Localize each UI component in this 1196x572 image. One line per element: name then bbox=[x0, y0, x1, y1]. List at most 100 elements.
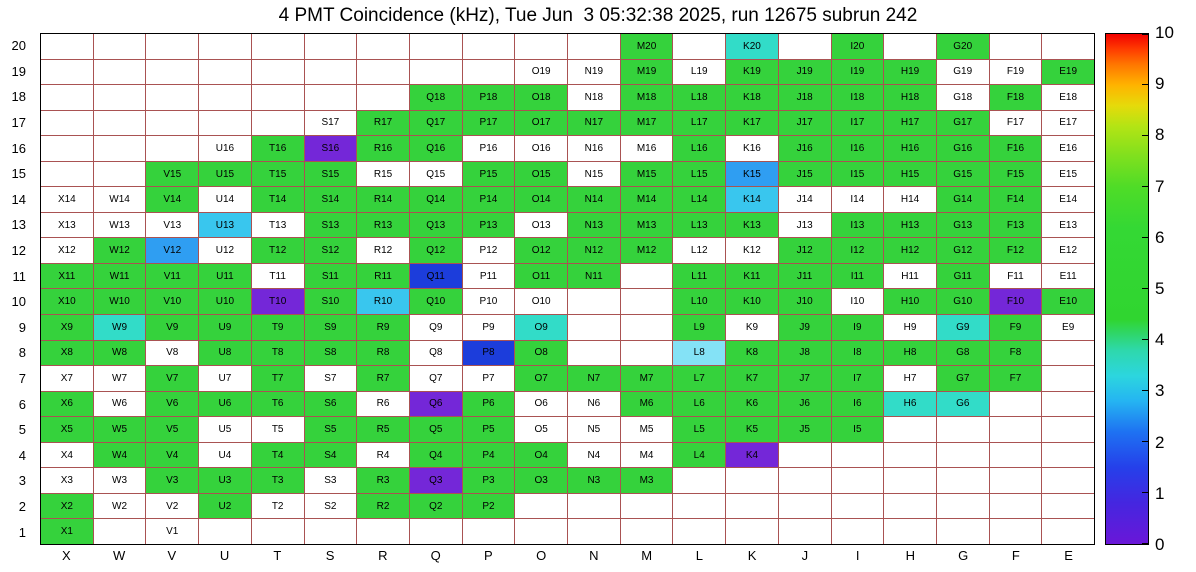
heatmap-cell: X3 bbox=[41, 468, 93, 493]
heatmap-cell: T2 bbox=[251, 493, 304, 519]
heatmap-cell: G18 bbox=[936, 85, 989, 110]
y-axis-label: 5 bbox=[18, 422, 26, 438]
heatmap-cell: U9 bbox=[199, 315, 251, 340]
heatmap-cell bbox=[146, 136, 199, 161]
heatmap-cell: F18 bbox=[989, 85, 1042, 110]
heatmap-cell: U11 bbox=[199, 263, 251, 289]
heatmap-grid: M20 K20 I20 G20 O19 N19 M19 L19 K19 J19 I19 H19 G19 F… bbox=[40, 33, 1095, 545]
heatmap-cell bbox=[409, 34, 462, 59]
heatmap-cell bbox=[251, 519, 304, 544]
heatmap-cell: O13 bbox=[515, 212, 567, 238]
heatmap-cell: S12 bbox=[304, 238, 357, 263]
heatmap-cell bbox=[199, 519, 251, 544]
heatmap-cell: S2 bbox=[304, 493, 357, 519]
heatmap-cell: V2 bbox=[146, 493, 199, 519]
y-axis-labels: 20 19 18 17 16 15 14 13 12 11 10 9 8 7 6 5 4 3 2 1 bbox=[0, 33, 34, 545]
heatmap-cell: Q4 bbox=[409, 442, 462, 468]
heatmap-cell bbox=[462, 34, 515, 59]
y-axis-label: 3 bbox=[18, 473, 26, 489]
heatmap-cell: V12 bbox=[146, 238, 199, 263]
heatmap-cell: K11 bbox=[726, 263, 778, 289]
heatmap-cell bbox=[304, 34, 357, 59]
heatmap-cell bbox=[778, 493, 831, 519]
heatmap-cell bbox=[778, 442, 831, 468]
heatmap-cell: U10 bbox=[199, 289, 251, 315]
colorbar-tick-mark bbox=[1142, 237, 1148, 238]
heatmap-cell: K6 bbox=[726, 391, 778, 417]
heatmap-cell: M15 bbox=[620, 161, 673, 187]
y-axis-label: 9 bbox=[18, 319, 26, 335]
heatmap-cell: T14 bbox=[251, 187, 304, 212]
heatmap-cell bbox=[620, 340, 673, 366]
heatmap-cell bbox=[673, 34, 726, 59]
heatmap-cell: T5 bbox=[251, 417, 304, 442]
y-axis-label: 12 bbox=[11, 243, 26, 259]
heatmap-cell: J6 bbox=[778, 391, 831, 417]
heatmap-cell: H13 bbox=[884, 212, 936, 238]
heatmap-cell: O3 bbox=[515, 468, 567, 493]
heatmap-cell: H10 bbox=[884, 289, 936, 315]
heatmap-cell: X7 bbox=[41, 366, 93, 391]
x-axis-label: N bbox=[589, 548, 599, 563]
y-axis-label: 15 bbox=[11, 166, 26, 182]
heatmap-cell: Q12 bbox=[409, 238, 462, 263]
heatmap-cell: K7 bbox=[726, 366, 778, 391]
heatmap-cell: Q18 bbox=[409, 85, 462, 110]
heatmap-cell: P6 bbox=[462, 391, 515, 417]
heatmap-cell: L10 bbox=[673, 289, 726, 315]
heatmap-cell: R8 bbox=[357, 340, 409, 366]
heatmap-cell bbox=[936, 468, 989, 493]
heatmap-cell: I13 bbox=[831, 212, 884, 238]
heatmap-cell bbox=[146, 34, 199, 59]
heatmap-cell bbox=[884, 468, 936, 493]
heatmap-cell: L4 bbox=[673, 442, 726, 468]
heatmap-cell: O17 bbox=[515, 110, 567, 136]
x-axis-label: L bbox=[695, 548, 703, 563]
heatmap-cell: N5 bbox=[568, 417, 620, 442]
y-axis-label: 8 bbox=[18, 345, 26, 361]
heatmap-cell: N3 bbox=[568, 468, 620, 493]
heatmap-cell: F15 bbox=[989, 161, 1042, 187]
heatmap-cell bbox=[1042, 340, 1094, 366]
heatmap-cell: W10 bbox=[93, 289, 146, 315]
heatmap-cell bbox=[199, 59, 251, 85]
heatmap-cell bbox=[778, 519, 831, 544]
heatmap-cell: N13 bbox=[568, 212, 620, 238]
heatmap-cell: T15 bbox=[251, 161, 304, 187]
heatmap-cell bbox=[41, 136, 93, 161]
heatmap-cell: P15 bbox=[462, 161, 515, 187]
heatmap-cell: K17 bbox=[726, 110, 778, 136]
heatmap-cell bbox=[884, 493, 936, 519]
x-axis-label: O bbox=[536, 548, 547, 563]
heatmap-cell bbox=[1042, 442, 1094, 468]
heatmap-cell: E12 bbox=[1042, 238, 1094, 263]
heatmap-cell: Q16 bbox=[409, 136, 462, 161]
heatmap-cell: L12 bbox=[673, 238, 726, 263]
heatmap-cell: Q6 bbox=[409, 391, 462, 417]
heatmap-cell: J14 bbox=[778, 187, 831, 212]
heatmap-cell: W4 bbox=[93, 442, 146, 468]
y-axis-label: 20 bbox=[11, 38, 26, 54]
heatmap-cell bbox=[989, 519, 1042, 544]
heatmap-cell: I18 bbox=[831, 85, 884, 110]
heatmap-cell bbox=[409, 59, 462, 85]
heatmap-cell: R14 bbox=[357, 187, 409, 212]
heatmap-cell: O14 bbox=[515, 187, 567, 212]
heatmap-cell bbox=[515, 493, 567, 519]
heatmap-cell: V4 bbox=[146, 442, 199, 468]
heatmap-cell: I14 bbox=[831, 187, 884, 212]
heatmap-cell: O19 bbox=[515, 59, 567, 85]
heatmap-cell bbox=[304, 59, 357, 85]
heatmap-cell: M13 bbox=[620, 212, 673, 238]
heatmap-cell: M7 bbox=[620, 366, 673, 391]
heatmap-cell bbox=[989, 442, 1042, 468]
heatmap-cell bbox=[620, 263, 673, 289]
heatmap-cell: H11 bbox=[884, 263, 936, 289]
heatmap-cell bbox=[251, 59, 304, 85]
heatmap-cell bbox=[989, 493, 1042, 519]
heatmap-cell: F14 bbox=[989, 187, 1042, 212]
heatmap-cell: P12 bbox=[462, 238, 515, 263]
heatmap-cell: S15 bbox=[304, 161, 357, 187]
heatmap-cell: Q9 bbox=[409, 315, 462, 340]
heatmap-cell: H9 bbox=[884, 315, 936, 340]
